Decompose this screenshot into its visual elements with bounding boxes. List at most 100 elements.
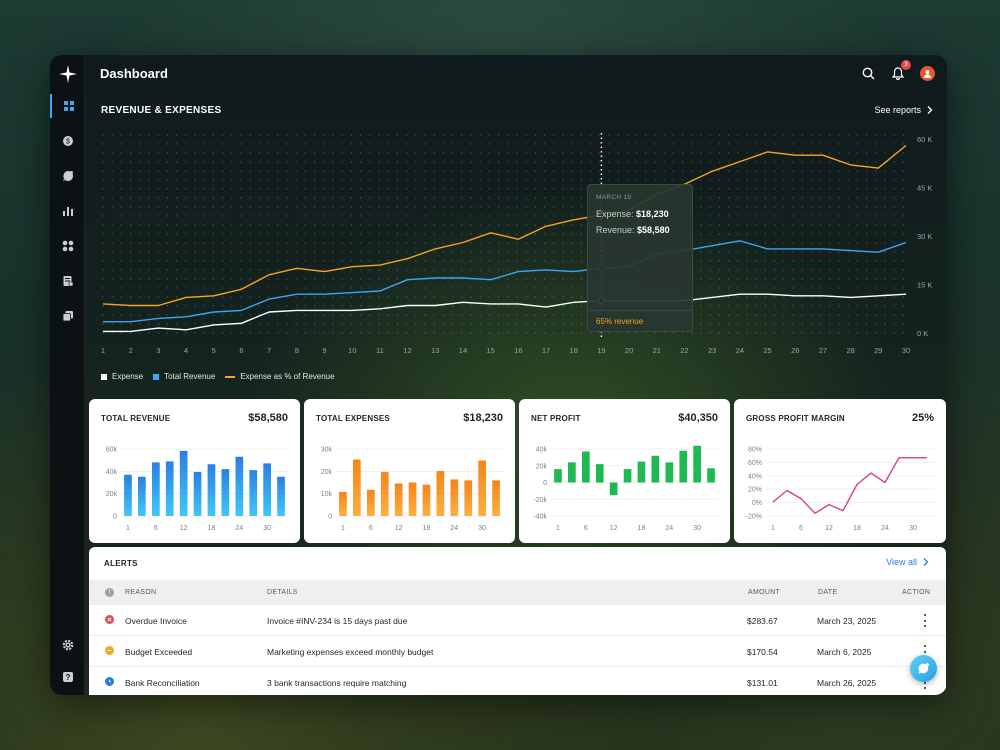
grid-dot	[488, 296, 491, 298]
grid-dot	[175, 251, 178, 253]
grid-dot	[829, 332, 831, 334]
grid-dot	[755, 197, 757, 199]
grid-dot	[737, 242, 739, 244]
grid-dot	[387, 242, 389, 244]
grid-dot	[120, 287, 123, 289]
grid-dot	[221, 215, 224, 217]
nav-analytics[interactable]	[50, 199, 85, 223]
grid-dot	[497, 314, 500, 316]
grid-dot	[240, 242, 242, 244]
grid-dot	[313, 323, 316, 325]
grid-dot	[185, 143, 187, 145]
grid-dot	[378, 152, 380, 154]
grid-dot	[470, 287, 472, 289]
grid-dot	[516, 296, 518, 298]
grid-dot	[497, 152, 500, 154]
grid-dot	[313, 305, 316, 307]
grid-dot	[488, 188, 491, 190]
grid-dot	[461, 269, 463, 271]
nav-chat[interactable]	[50, 164, 85, 188]
column-header-amount[interactable]: AMOUNT	[748, 589, 781, 596]
legend-expense-pct[interactable]: Expense as % of Revenue	[225, 372, 335, 381]
table-row[interactable]: Bank Reconciliation 3 bank transactions …	[89, 667, 946, 695]
grid-dot	[258, 296, 261, 298]
grid-dot	[497, 161, 500, 163]
legend-total-revenue[interactable]: Total Revenue	[153, 372, 215, 381]
bell-icon	[892, 66, 904, 80]
grid-dot	[451, 161, 454, 163]
grid-dot	[902, 314, 905, 316]
nav-settings[interactable]	[50, 633, 85, 657]
grid-dot	[313, 332, 316, 334]
grid-dot	[139, 323, 141, 325]
nav-reports[interactable]	[50, 269, 85, 293]
nav-documents[interactable]	[50, 304, 85, 328]
grid-dot	[332, 251, 334, 253]
grid-dot	[111, 143, 113, 145]
alerts-title: ALERTS	[104, 559, 138, 568]
grid-dot	[433, 296, 435, 298]
grid-dot	[507, 269, 509, 271]
column-header-action[interactable]: ACTION	[902, 589, 931, 596]
grid-dot	[672, 170, 675, 172]
nav-help[interactable]: ?	[50, 665, 85, 689]
x-tick-label: 3	[156, 346, 160, 355]
notifications-button[interactable]: 3	[890, 60, 911, 81]
avatar[interactable]	[920, 65, 935, 81]
grid-dot	[875, 179, 877, 181]
column-header-details[interactable]: DETAILS	[267, 589, 298, 596]
nav-finance[interactable]: $	[50, 129, 85, 153]
see-reports-link[interactable]: See reports	[874, 105, 933, 115]
grid-dot	[442, 296, 445, 298]
grid-dot	[332, 224, 334, 226]
grid-dot	[543, 332, 546, 334]
grid-dot	[396, 242, 399, 244]
nav-apps[interactable]	[50, 234, 85, 258]
grid-dot	[479, 332, 481, 334]
grid-dot	[277, 269, 279, 271]
grid-dot	[175, 260, 178, 262]
grid-dot	[534, 233, 537, 235]
grid-dot	[442, 206, 445, 208]
grid-dot	[249, 197, 251, 199]
grid-dot	[231, 278, 233, 280]
grid-dot	[773, 233, 776, 235]
more-options-icon[interactable]	[922, 614, 928, 627]
grid-dot	[148, 143, 150, 145]
grid-dot	[249, 224, 251, 226]
grid-dot	[543, 251, 546, 253]
grid-dot	[350, 323, 353, 325]
grid-dot	[773, 269, 776, 271]
grid-dot	[847, 215, 849, 217]
table-row[interactable]: Overdue Invoice Invoice #INV-234 is 15 d…	[89, 605, 946, 636]
grid-dot	[608, 161, 610, 163]
grid-dot	[488, 242, 491, 244]
nav-dashboard[interactable]	[50, 94, 85, 118]
view-all-link[interactable]: View all	[886, 557, 929, 567]
grid-dot	[231, 314, 233, 316]
grid-dot	[792, 143, 794, 145]
grid-dot	[902, 260, 905, 262]
grid-dot	[175, 296, 178, 298]
grid-dot	[433, 251, 435, 253]
grid-dot	[755, 170, 757, 172]
grid-dot	[856, 143, 859, 145]
column-header-date[interactable]: DATE	[818, 589, 838, 596]
legend-expense[interactable]: Expense	[101, 372, 143, 381]
column-header-reason[interactable]: REASON	[125, 589, 157, 596]
grid-dot	[221, 332, 224, 334]
grid-dot	[221, 152, 224, 154]
grid-dot	[635, 332, 638, 334]
grid-dot	[543, 161, 546, 163]
grid-dot	[387, 296, 389, 298]
search-button[interactable]	[860, 65, 876, 81]
grid-dot	[810, 242, 813, 244]
grid-dot	[396, 206, 399, 208]
table-row[interactable]: Budget Exceeded Marketing expenses excee…	[89, 636, 946, 667]
grid-dot	[295, 215, 297, 217]
grid-dot	[810, 170, 813, 172]
chat-assistant-button[interactable]	[910, 655, 937, 682]
grid-dot	[313, 260, 316, 262]
grid-dot	[396, 296, 399, 298]
grid-dot	[157, 197, 159, 199]
